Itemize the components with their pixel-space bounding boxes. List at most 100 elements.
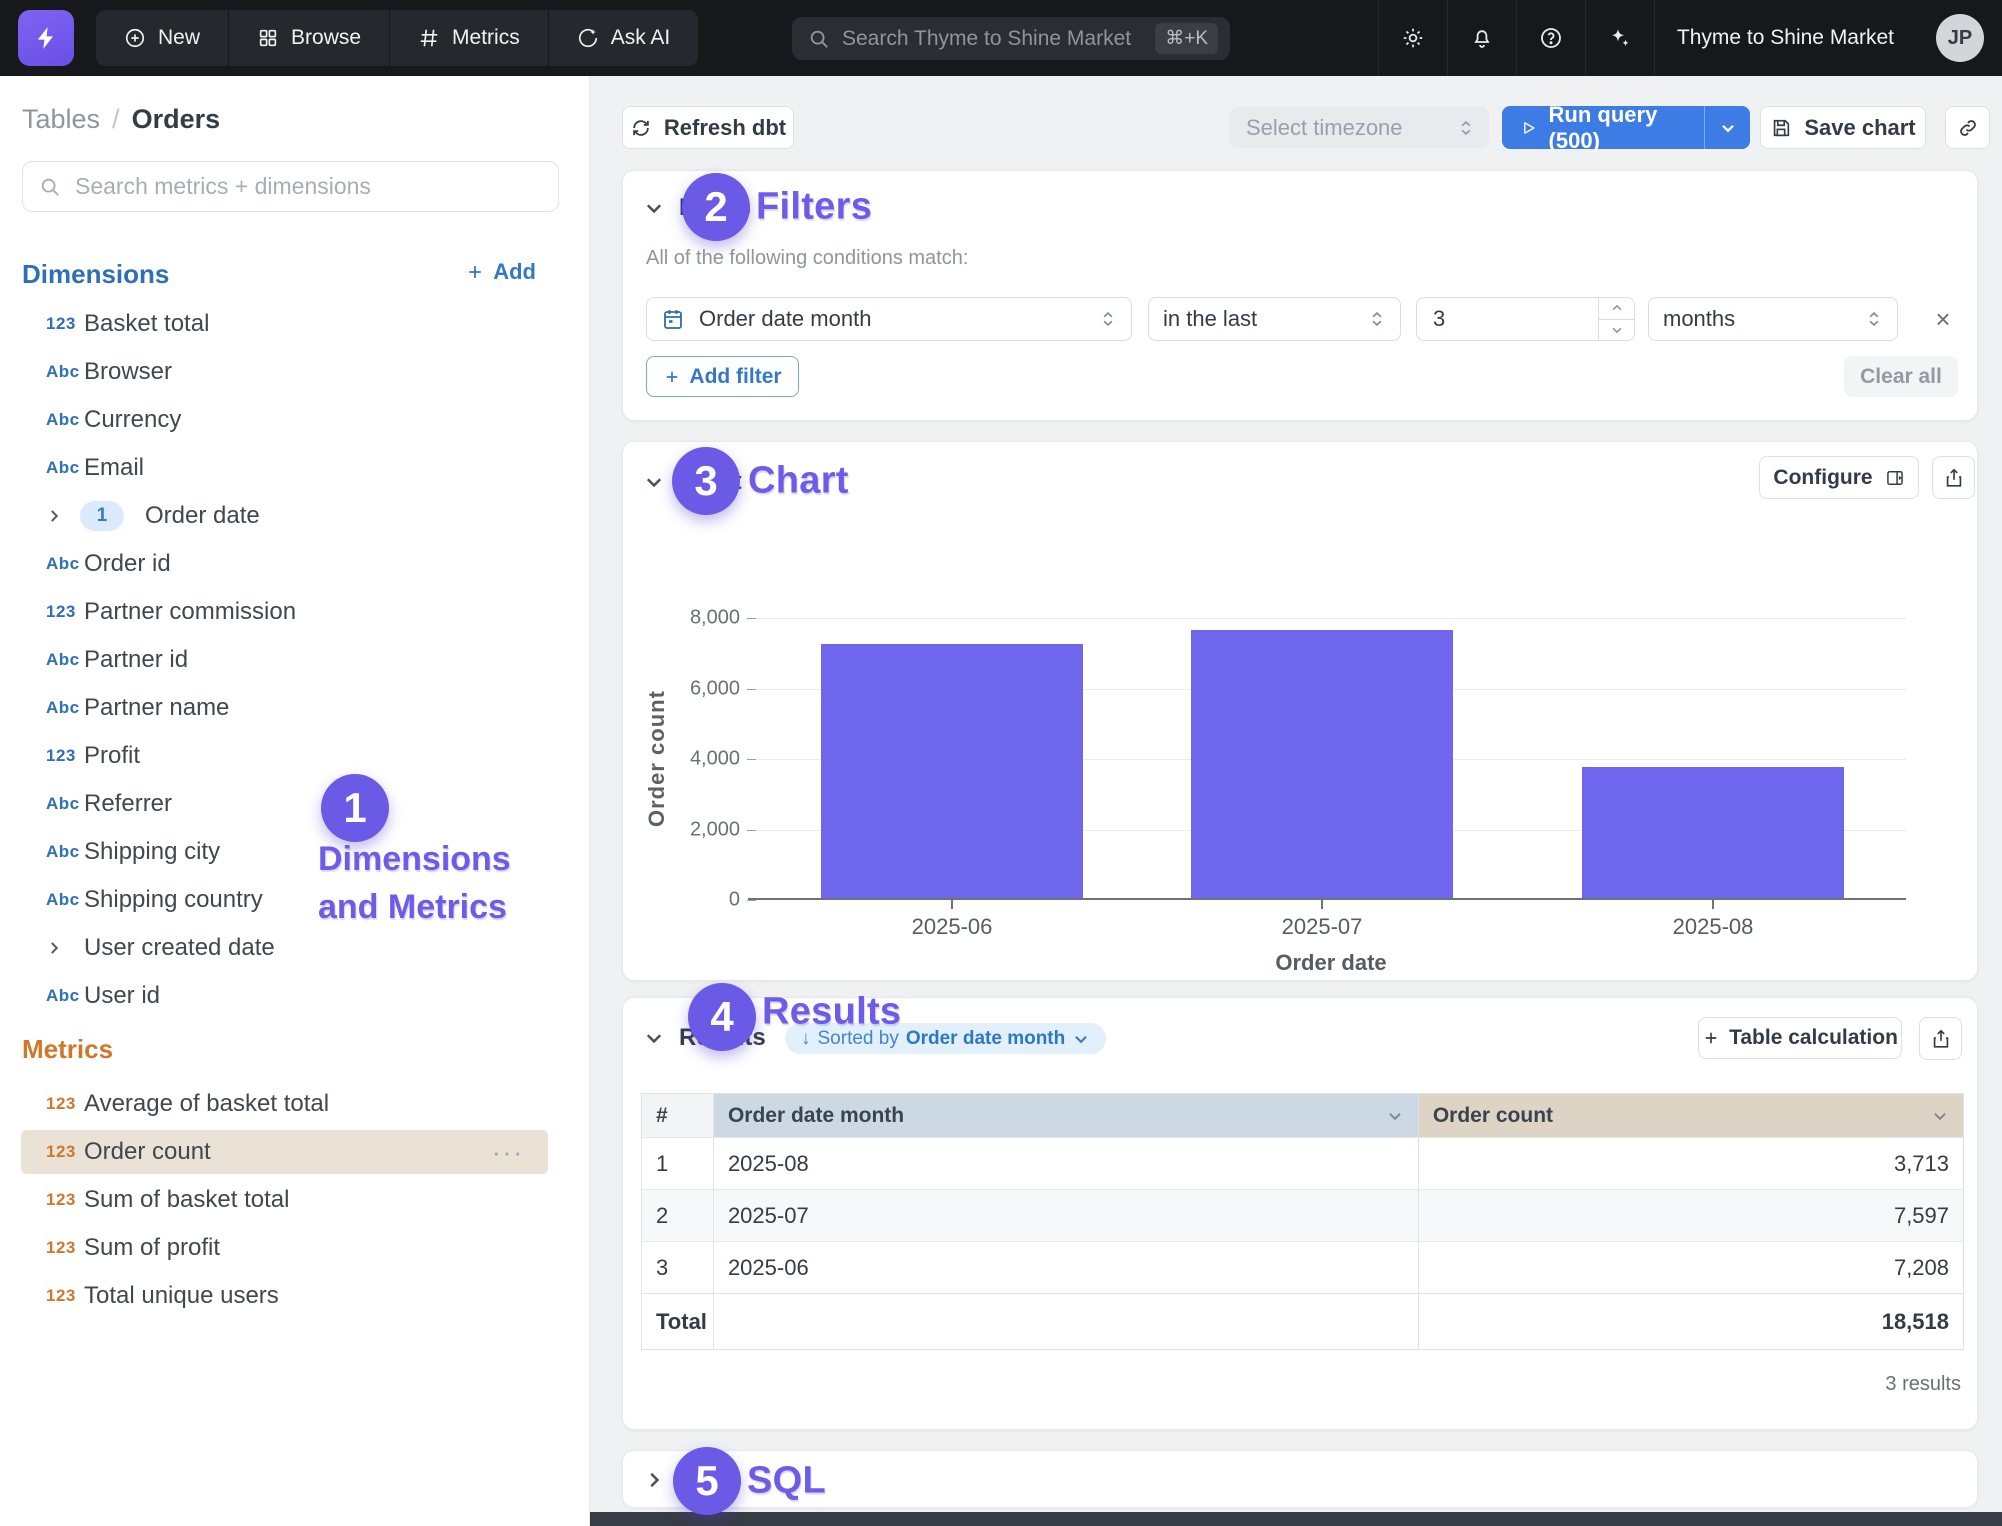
sidebar-dimension-order-id[interactable]: Abc Order id [0, 540, 590, 588]
table-calculation-button[interactable]: Table calculation [1698, 1017, 1902, 1059]
expand-sql-chevron-icon[interactable] [643, 1469, 665, 1491]
sidebar-dimension-partner-name[interactable]: Abc Partner name [0, 684, 590, 732]
add-filter-button[interactable]: Add filter [646, 356, 799, 397]
sidebar-metric-sum-of-profit[interactable]: 123 Sum of profit [0, 1224, 590, 1272]
clear-all-filters-button[interactable]: Clear all [1844, 356, 1958, 397]
field-label: User created date [84, 934, 275, 961]
column-header-order-count[interactable]: Order count [1418, 1094, 1964, 1137]
bar-2025-07[interactable] [1191, 630, 1453, 898]
user-avatar[interactable]: JP [1936, 14, 1984, 62]
search-icon [41, 178, 59, 196]
sql-section: SQL [622, 1450, 1978, 1508]
filter-unit-select[interactable]: months [1648, 297, 1898, 341]
plus-icon [667, 371, 678, 382]
sidebar-dimension-email[interactable]: Abc Email [0, 444, 590, 492]
chevron-down-icon [1612, 327, 1621, 334]
table-row: 2 2025-07 7,597 [642, 1189, 1963, 1241]
sidebar-dimension-user-id[interactable]: Abc User id [0, 972, 590, 1020]
stepper-up-button[interactable] [1599, 298, 1634, 320]
y-axis-tick-mark [747, 830, 756, 831]
sidebar-dimension-referrer[interactable]: Abc Referrer [0, 780, 590, 828]
sidebar-dimension-browser[interactable]: Abc Browser [0, 348, 590, 396]
bar-2025-06[interactable] [821, 644, 1083, 898]
filter-value-input[interactable]: 3 [1416, 297, 1635, 341]
app-logo[interactable] [18, 10, 74, 66]
y-axis-tick-label: 8,000 [689, 606, 740, 629]
help-button[interactable] [1515, 0, 1585, 76]
copy-link-button[interactable] [1945, 106, 1990, 149]
column-header-order-date-month[interactable]: Order date month [713, 1094, 1419, 1137]
sidebar-dimension-shipping-city[interactable]: Abc Shipping city [0, 828, 590, 876]
sorted-by-pill[interactable]: ↓ Sorted by Order date month [785, 1023, 1107, 1054]
chevron-right-icon[interactable] [45, 939, 63, 957]
org-switcher[interactable]: Thyme to Shine Market [1653, 0, 1916, 76]
more-options-icon[interactable]: ··· [492, 1136, 524, 1167]
stepper-down-button[interactable] [1599, 320, 1634, 341]
settings-button[interactable] [1377, 0, 1447, 76]
string-type-icon: Abc [46, 698, 80, 717]
sidebar-dimension-order-date[interactable]: 1 Order date [0, 492, 590, 540]
table-row: 1 2025-08 3,713 [642, 1137, 1963, 1189]
field-label: Email [84, 454, 145, 481]
notifications-button[interactable] [1446, 0, 1516, 76]
export-chart-button[interactable] [1932, 456, 1975, 499]
field-label: Profit [84, 742, 141, 769]
metrics-header: Metrics [22, 1034, 114, 1064]
metrics-button[interactable]: Metrics [390, 10, 549, 66]
window-bottom-edge [590, 1512, 2002, 1526]
export-results-button[interactable] [1919, 1017, 1962, 1060]
global-search-input[interactable]: Search Thyme to Shine Market ⌘+K [792, 17, 1230, 60]
field-label: Shipping city [84, 838, 221, 865]
collapse-chart-chevron-icon[interactable] [643, 471, 665, 493]
run-query-main[interactable]: Run query (500) [1502, 102, 1704, 153]
run-query-caret[interactable] [1704, 106, 1750, 149]
add-dimension-button[interactable]: Add [465, 259, 536, 285]
chart-title: Chart [679, 468, 742, 495]
refresh-dbt-button[interactable]: Refresh dbt [622, 106, 794, 149]
collapse-results-chevron-icon[interactable] [643, 1027, 665, 1049]
sidebar-metric-total-unique-users[interactable]: 123 Total unique users [0, 1272, 590, 1320]
chevron-up-icon [1612, 304, 1621, 311]
sidebar-dimension-shipping-country[interactable]: Abc Shipping country [0, 876, 590, 924]
row-index: 3 [642, 1242, 714, 1293]
field-label: Partner id [84, 646, 189, 673]
new-button[interactable]: New [96, 10, 230, 66]
chart-section: Chart Configure Order count 8,000 6,000 4,… [622, 441, 1978, 981]
chevron-down-icon [1075, 1035, 1088, 1043]
sidebar-dimension-basket-total[interactable]: 123 Basket total [0, 300, 590, 348]
ai-sparkle-button[interactable] [1584, 0, 1654, 76]
chevron-right-icon[interactable] [45, 507, 63, 525]
select-updown-icon [1372, 311, 1382, 327]
sidebar-dimension-user-created-date[interactable]: User created date [0, 924, 590, 972]
sidebar-metric-sum-of-basket-total[interactable]: 123 Sum of basket total [0, 1176, 590, 1224]
save-chart-button[interactable]: Save chart [1760, 106, 1926, 149]
configure-chart-button[interactable]: Configure [1759, 456, 1919, 499]
filter-operator-select[interactable]: in the last [1148, 297, 1401, 341]
bar-chart-plot: Order count 8,000 6,000 4,000 2,000 0 2025-0… [644, 607, 1906, 975]
remove-filter-button[interactable]: × [1935, 303, 1951, 334]
sidebar-metric-average-of-basket-total[interactable]: 123 Average of basket total [0, 1080, 590, 1128]
sidebar-dimension-profit[interactable]: 123 Profit [0, 732, 590, 780]
global-search-placeholder: Search Thyme to Shine Market [842, 26, 1132, 50]
string-type-icon: Abc [46, 842, 80, 861]
filter-field-select[interactable]: Order date month [646, 297, 1132, 341]
bar-2025-08[interactable] [1582, 767, 1844, 898]
breadcrumb-tables-link[interactable]: Tables [22, 104, 101, 134]
sidebar-dimension-partner-commission[interactable]: 123 Partner commission [0, 588, 590, 636]
field-label: Sum of profit [84, 1234, 221, 1261]
timezone-select[interactable]: Select timezone [1230, 107, 1489, 148]
x-axis-tick-mark [1712, 900, 1714, 909]
run-query-button[interactable]: Run query (500) [1502, 102, 1750, 153]
row-count: 3,713 [1893, 1150, 1950, 1176]
collapse-filters-chevron-icon[interactable] [643, 197, 665, 219]
sidebar-metric-order-count[interactable]: 123 Order count ··· [0, 1128, 590, 1176]
browse-button[interactable]: Browse [229, 10, 391, 66]
results-section: Results ↓ Sorted by Order date month Tab… [622, 997, 1978, 1430]
ask-ai-button[interactable]: Ask AI [548, 10, 699, 66]
row-index: 1 [642, 1138, 714, 1189]
plus-circle-icon [125, 28, 145, 48]
fields-search-input[interactable]: Search metrics + dimensions [22, 161, 559, 212]
sidebar-dimension-partner-id[interactable]: Abc Partner id [0, 636, 590, 684]
sidebar-dimension-currency[interactable]: Abc Currency [0, 396, 590, 444]
help-icon [1541, 28, 1561, 48]
